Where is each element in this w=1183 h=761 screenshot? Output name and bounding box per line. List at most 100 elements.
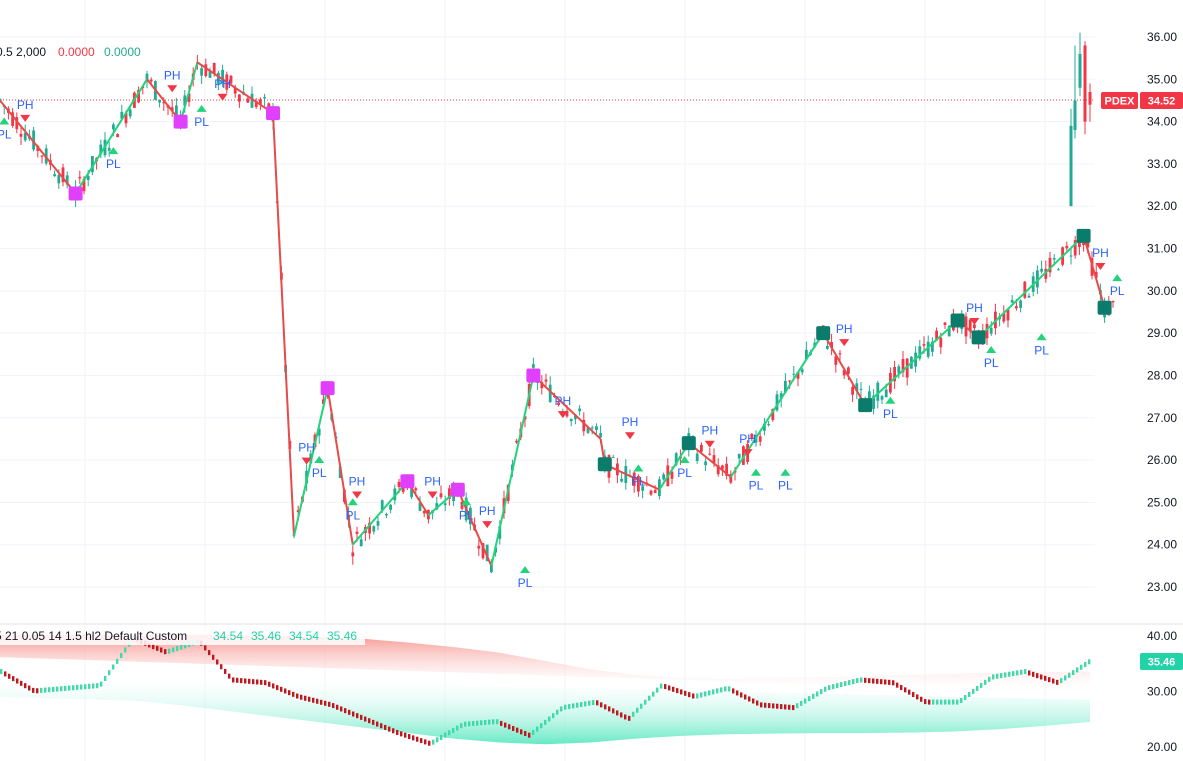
oscillator-bar [648,695,651,701]
candle-body [91,156,94,173]
price-legend[interactable]: 0.5 2,000 0.0000 0.0000 [0,45,141,59]
candle-body [246,98,250,103]
pivot-badge [266,106,280,121]
oscillator-bar [616,710,619,716]
oscillator-bar [544,719,547,725]
candle-body [212,62,216,74]
oscillator-bar [636,707,639,713]
oscillator-bar [248,678,251,684]
oscillator-bar [432,739,435,745]
candle-body [548,384,552,402]
candle-body [1023,281,1027,298]
pivot-triangles [0,85,1123,573]
oscillator-bar [4,671,7,677]
oscillator-bar [744,694,747,700]
oscillator-bar [676,688,679,694]
candle-body [905,358,909,378]
oscillator-bar [720,687,723,693]
price-tick-label: 30.00 [1147,284,1177,298]
indicator-value-1: 34.54 [213,629,243,643]
oscillator-bar [912,692,915,698]
oscillator-bar [400,731,403,737]
oscillator-bar [972,688,975,694]
indicator-value-3: 34.54 [289,629,319,643]
candle-body [1088,92,1092,105]
pivot-label-ph: PH [701,424,718,438]
candle-body [53,174,56,177]
candle-body [750,433,754,439]
oscillator-bar [560,706,563,712]
oscillator-bar [124,647,127,653]
pivot-label-ph: PH [164,68,181,82]
oscillator-bar [764,702,767,708]
pivot-badge [400,474,415,489]
oscillator-bar [348,709,351,715]
candle-body [557,402,560,406]
pivot-badge [681,436,696,451]
indicator-axis[interactable]: 20.00 30.00 40.00 [1147,629,1177,754]
zigzag-segment [688,442,732,478]
candle-body [259,99,262,105]
pivot-label-pl: PL [459,508,474,522]
candle-body [674,453,678,465]
lower-band-area [0,674,1090,745]
oscillator-bar [824,686,827,692]
pivot-label-ph: PH [17,98,34,112]
oscillator-bar [532,729,535,735]
candle-body [128,109,132,117]
oscillator-bar [100,681,103,687]
candle-body [1057,269,1060,271]
oscillator-bar [756,700,759,706]
oscillator-bar [948,699,951,705]
candle-body [78,176,82,179]
pivot-badge [68,186,83,201]
oscillator-bar [788,704,791,710]
price-tick-label: 33.00 [1147,157,1177,171]
candle-body [1073,240,1077,256]
oscillator-bar [64,685,67,691]
pivot-badge [1097,300,1112,315]
price-pane: PH PL PL PH PH PL PH PL PH PL PH PL PH PL PH PH PL PL PH PH… [0,32,1125,590]
oscillator-bar [572,703,575,709]
candle-body [1073,100,1077,131]
candle-body [704,461,707,466]
candle-body [65,175,69,185]
oscillator-bar [332,703,335,709]
candle-body [385,513,388,516]
pivot-label-pl: PL [778,479,793,493]
candle-body [767,424,770,426]
oscillator-bar [324,700,327,706]
candle-body [485,544,489,562]
oscillator-bar [960,697,963,703]
oscillator-bar [992,674,995,680]
indicator-legend[interactable]: 5 21 0.05 14 1.5 hl2 Default Custom 34.5… [0,627,365,645]
pivot-badge [597,457,612,472]
pivot-low-triangle [520,566,530,573]
price-axis[interactable]: 23.00 24.00 25.00 26.00 27.00 28.00 29.00 30.00… [1147,30,1177,594]
oscillator-bar [732,688,735,694]
candle-body [758,436,762,442]
oscillator-bar [1056,679,1059,685]
oscillator-bar [716,688,719,694]
candle-body [414,488,418,491]
oscillator-bar [656,687,659,693]
oscillator-bar [292,691,295,697]
oscillator-bar [372,719,375,725]
candle-body [120,111,124,119]
candle-body [1010,300,1014,303]
oscillator-bar [344,708,347,714]
candle-body [725,463,728,476]
pivot-label-pl: PL [984,356,999,370]
oscillator-bar [468,721,471,727]
oscillator-bar [900,684,903,690]
candle-body [1086,239,1090,248]
candle-body [935,330,938,341]
candle-body [763,423,766,431]
candle-body [922,344,926,346]
candle-body [800,369,804,373]
oscillator-bar [1028,670,1031,676]
pivot-high-triangle [742,449,753,457]
oscillator-bar [904,687,907,693]
oscillator-bar [1084,662,1087,668]
